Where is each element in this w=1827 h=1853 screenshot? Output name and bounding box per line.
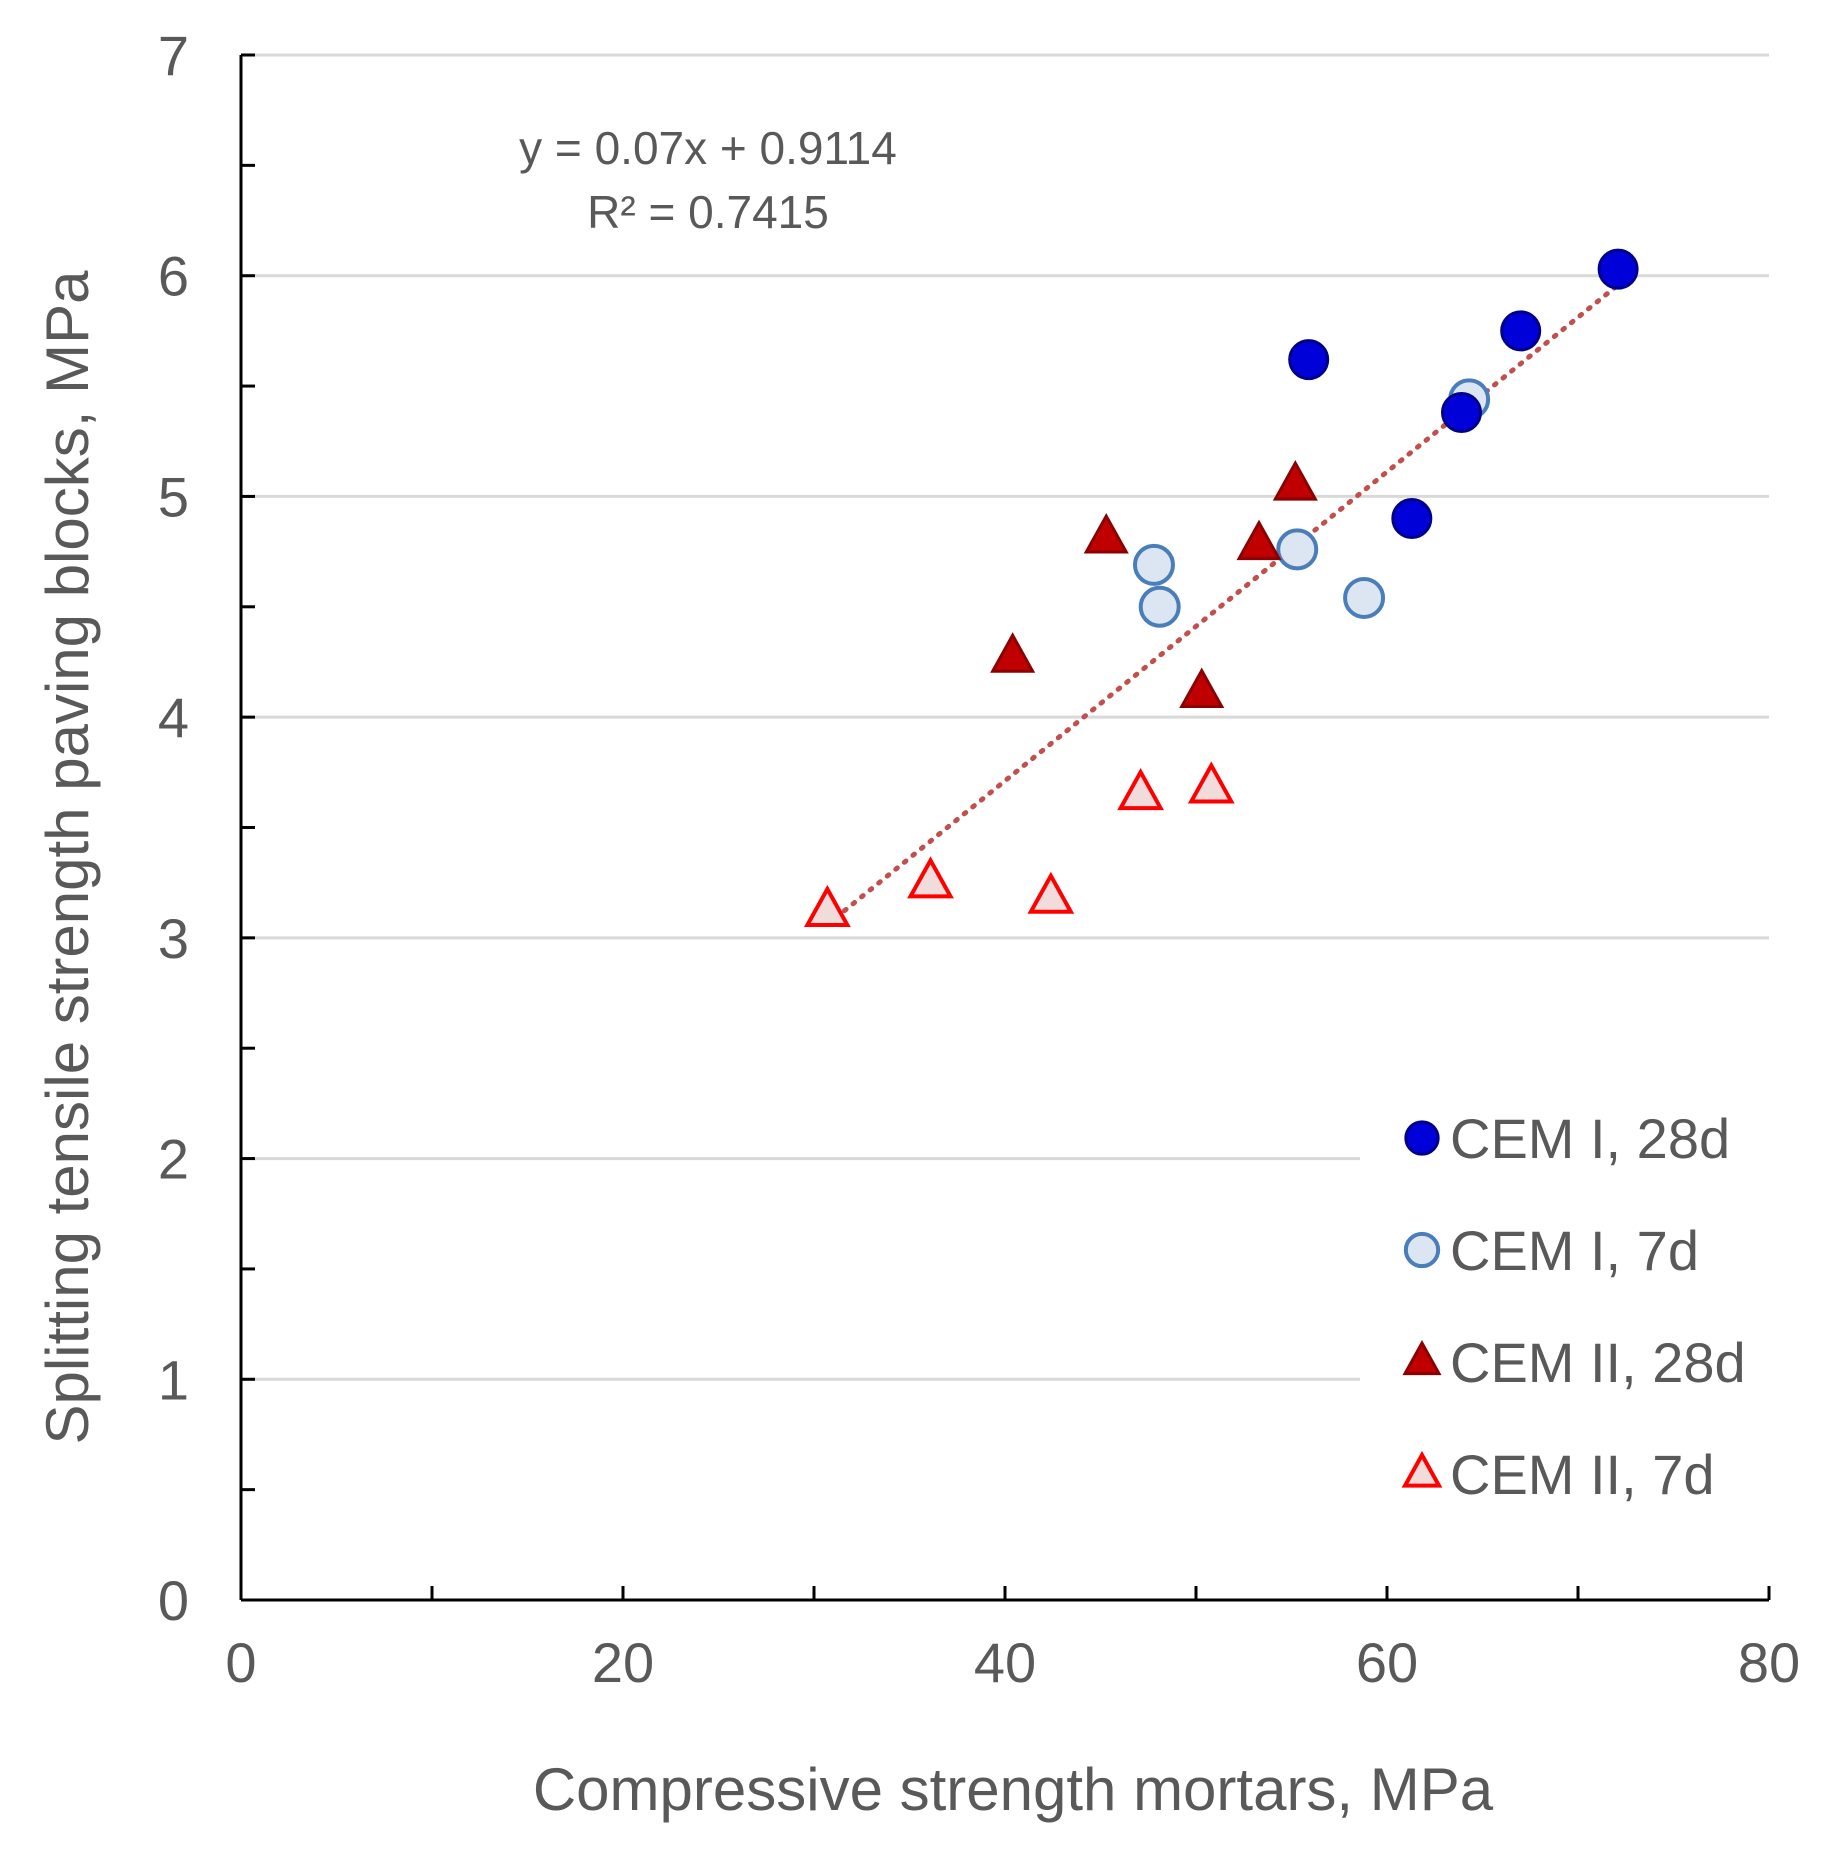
data-point [1187,761,1235,804]
data-point [1276,528,1319,571]
data-points [803,248,1639,928]
legend-marker [1402,1339,1442,1376]
data-point [1391,498,1433,539]
data-point [803,884,851,928]
legend-label: CEM I, 7d [1450,1219,1699,1282]
x-tick-label: 40 [974,1631,1036,1694]
x-tick-label: 0 [225,1631,256,1694]
legend-label: CEM I, 28d [1450,1107,1730,1170]
data-point [990,632,1036,673]
y-tick-label: 6 [158,245,189,308]
y-axis-title: Splitting tensile strength paving blocks… [34,270,101,1445]
gridlines [241,53,1769,1381]
x-tick-label: 80 [1738,1631,1800,1694]
data-point [1272,459,1318,501]
data-point [907,856,954,899]
x-tick-label: 20 [592,1631,654,1694]
axes: 0 1 2 3 4 5 6 7 0 20 40 60 80 [158,24,1800,1694]
y-tick-label: 2 [158,1128,189,1191]
trendline [824,282,1621,928]
data-point [1027,871,1075,914]
x-axis-title: Compressive strength mortars, MPa [533,1756,1494,1823]
legend-label: CEM II, 7d [1450,1443,1715,1506]
legend-marker [1401,1450,1443,1488]
y-tick-label: 5 [158,465,189,528]
data-point [1597,248,1639,290]
trendline-equation: y = 0.07x + 0.9114 [519,122,897,174]
y-tick-label: 0 [158,1569,189,1632]
legend-marker [1404,1120,1440,1156]
data-point [1440,392,1482,434]
legend: CEM I, 28d CEM I, 7d CEM II, 28d CEM II, 7d [1401,1107,1746,1506]
y-tick-label: 3 [158,907,189,970]
data-point [1138,585,1181,628]
data-point [1343,576,1386,619]
y-tick-label: 7 [158,24,189,87]
data-point [1500,310,1542,352]
legend-label: CEM II, 28d [1450,1331,1746,1394]
data-point [1236,519,1282,561]
legend-marker [1403,1231,1441,1269]
x-tick-label: 60 [1356,1631,1418,1694]
data-point [1179,667,1225,709]
data-point [1132,543,1175,586]
trendline-r-squared: R² = 0.7415 [587,186,829,238]
data-point [1117,767,1165,811]
trendline-group [824,282,1621,928]
y-tick-label: 4 [158,686,189,749]
data-point [1083,512,1129,554]
y-tick-label: 1 [158,1348,189,1411]
data-point [1288,339,1330,381]
